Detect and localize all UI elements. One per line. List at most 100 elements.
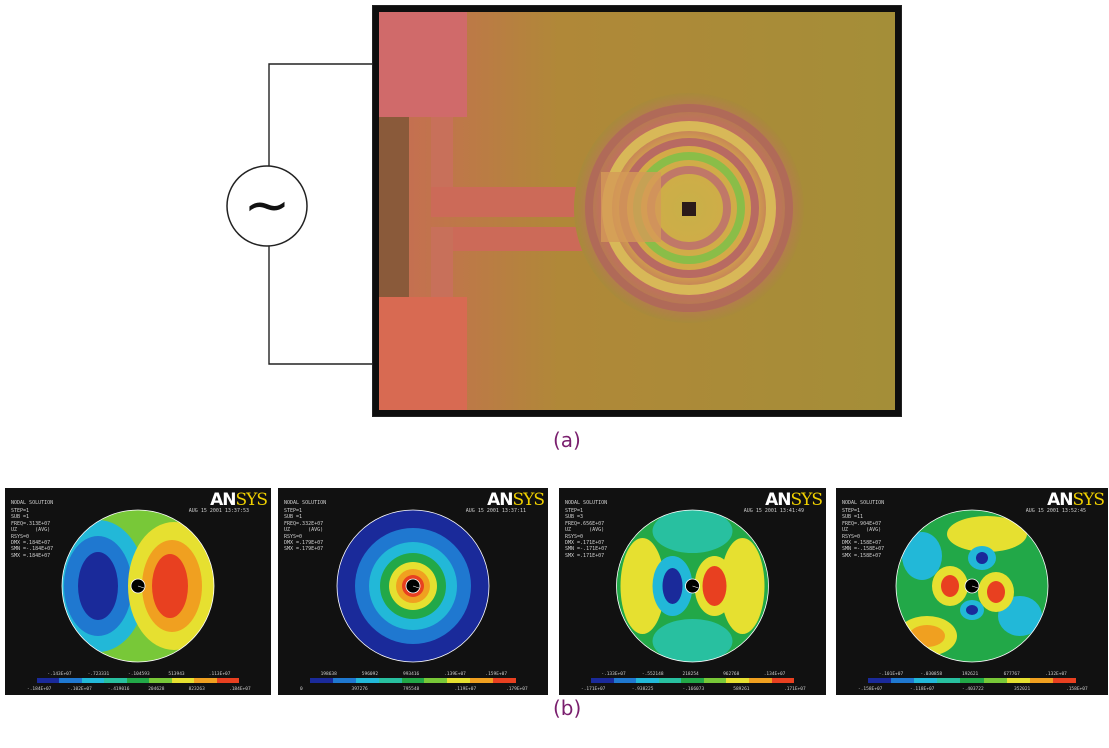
contour-band (976, 552, 988, 564)
legend-swatch-3 (378, 678, 402, 683)
legend-swatch-2 (636, 678, 659, 683)
legend-swatch-6 (447, 678, 471, 683)
legend-tick-bottom: -.938225 (631, 687, 654, 692)
color-legend-bar (591, 678, 795, 683)
legend-swatch-8 (216, 678, 239, 683)
contour-band (902, 532, 942, 580)
caption-a: (a) (553, 428, 581, 452)
legend-swatch-2 (914, 678, 938, 683)
ansys-logo-an: AN (765, 490, 791, 510)
solution-date: AUG 15 2001 13:37:11 (465, 508, 526, 514)
legend-swatch-1 (332, 678, 356, 683)
legend-tick-bottom: 823263 (188, 687, 205, 692)
legend-tick-top: .159E+07 (485, 672, 508, 677)
contour-band (152, 554, 188, 618)
contour-band (941, 575, 959, 597)
legend-tick-top: 198638 (320, 672, 337, 677)
legend-swatch-5 (703, 678, 727, 683)
legend-tick-top: -.133E+07 (601, 672, 626, 677)
solution-title: NODAL SOLUTION (11, 500, 54, 506)
legend-swatch-4 (401, 678, 425, 683)
solution-info: STEP=1 SUB =1 FREQ=.313E+07 UZ (AVG) RSY… (11, 508, 54, 559)
legend-tick-bottom: -.171E+07 (581, 687, 606, 692)
legend-swatch-7 (194, 678, 217, 683)
legend-tick-top: .134E+07 (763, 672, 786, 677)
contour-band (702, 566, 727, 606)
legend-tick-bottom: .179E+07 (506, 687, 528, 692)
legend-tick-bottom: -.403722 (962, 687, 984, 692)
legend-swatch-6 (726, 678, 749, 683)
disk-outline (895, 509, 1049, 663)
legend-swatch-2 (81, 678, 105, 683)
solution-title: NODAL SOLUTION (565, 500, 608, 506)
legend-tick-top: 218254 (682, 672, 699, 677)
coordinate-triad (971, 585, 979, 589)
legend-tick-bottom: 352021 (1014, 687, 1031, 692)
legend-swatch-3 (658, 678, 682, 683)
mode-shape-plot (616, 509, 769, 663)
circuit-diagram: ~ (226, 63, 372, 365)
contour-band (662, 568, 683, 604)
legend-swatch-4 (960, 678, 984, 683)
legend-swatch-0 (591, 678, 614, 683)
legend-swatch-2 (355, 678, 379, 683)
ansys-logo: ANSYS (210, 490, 268, 510)
legend-tick-bottom: .119E+07 (454, 687, 477, 692)
solution-date: AUG 15 2001 13:37:53 (188, 508, 249, 514)
disk-outline (336, 509, 490, 663)
legend-swatch-4 (681, 678, 704, 683)
legend-swatch-8 (771, 678, 795, 683)
legend-swatch-4 (126, 678, 150, 683)
legend-tick-bottom: .184E+07 (229, 687, 251, 692)
legend-swatch-6 (171, 678, 195, 683)
legend-tick-top: .132E+07 (1045, 672, 1067, 677)
legend-tick-top: -.030858 (920, 672, 943, 677)
ansys-panel-1: ANSYS NODAL SOLUTION STEP=1 SUB =1 FREQ=.3… (5, 488, 271, 695)
legend-swatch-5 (983, 678, 1007, 683)
device-photo-image (379, 12, 895, 410)
legend-swatch-7 (1029, 678, 1053, 683)
ac-source-tilde: ~ (244, 173, 291, 238)
contour-band (947, 516, 1027, 552)
legend-tick-bottom: 795548 (403, 687, 420, 692)
ansys-logo: ANSYS (1047, 490, 1105, 510)
legend-swatch-5 (424, 678, 448, 683)
ansys-logo-sys: SYS (790, 490, 823, 510)
legend-swatch-7 (748, 678, 772, 683)
color-legend-bar (37, 678, 239, 683)
mode-contours (62, 510, 214, 662)
legend-swatch-6 (1006, 678, 1030, 683)
ansys-panel-4: ANSYS NODAL SOLUTION STEP=1 SUB =11 FREQ=.… (836, 488, 1108, 695)
ansys-logo: ANSYS (487, 490, 545, 510)
ac-source-symbol (226, 165, 308, 247)
ansys-logo: ANSYS (765, 490, 823, 510)
legend-tick-top: 993416 (403, 672, 420, 677)
ansys-logo-sys: SYS (512, 490, 545, 510)
legend-tick-bottom: -.118E+07 (910, 687, 935, 692)
coordinate-triad (412, 585, 420, 589)
legend-swatch-0 (37, 678, 60, 683)
legend-tick-bottom: -.158E+07 (858, 687, 883, 692)
ansys-logo-an: AN (487, 490, 513, 510)
legend-tick-top: .139E+07 (444, 672, 466, 677)
contour-band (652, 619, 733, 662)
disk-outline (616, 509, 769, 663)
ansys-panel-3: ANSYS NODAL SOLUTION STEP=1 SUB =3 FREQ=.6… (559, 488, 826, 695)
legend-swatch-8 (493, 678, 517, 683)
legend-tick-top: -.143E+07 (47, 672, 72, 677)
ansys-logo-sys: SYS (1072, 490, 1105, 510)
legend-tick-top: -.104593 (128, 672, 150, 677)
legend-tick-bottom: 397276 (351, 687, 368, 692)
contour-band (652, 510, 733, 553)
color-legend-bar (868, 678, 1076, 683)
legend-tick-bottom: 589261 (733, 687, 750, 692)
legend-tick-top: 596092 (361, 672, 379, 677)
solution-info: STEP=1 SUB =3 FREQ=.656E+07 UZ (AVG) RSY… (565, 508, 608, 559)
legend-tick-bottom: .171E+07 (784, 687, 806, 692)
legend-tick-bottom: -.166073 (682, 687, 705, 692)
solution-date: AUG 15 2001 13:52:45 (1025, 508, 1086, 514)
legend-swatch-7 (470, 678, 494, 683)
caption-b: (b) (553, 696, 582, 720)
solution-info: STEP=1 SUB =11 FREQ=.904E+07 UZ (AVG) RS… (842, 508, 885, 559)
legend-tick-bottom: -.419016 (107, 687, 130, 692)
